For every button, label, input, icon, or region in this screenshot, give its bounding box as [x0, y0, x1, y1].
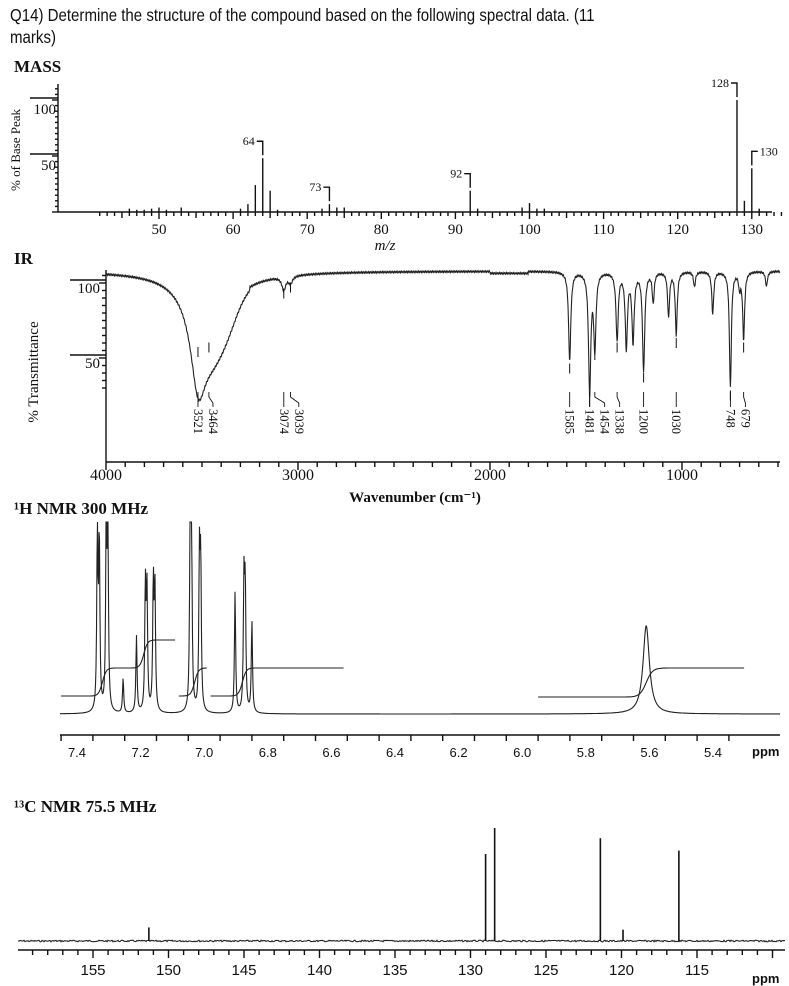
ir-peak-label: 3039: [292, 409, 306, 434]
ir-x-axis-label: Wavenumber (cm⁻¹): [349, 490, 481, 506]
ir-peak-label: 3074: [277, 409, 291, 435]
mass-x-tick-label: 60: [226, 222, 241, 238]
c-nmr-x-tick-label: 115: [685, 962, 709, 979]
mass-peak-label-leader: [256, 140, 264, 156]
mass-spectrum: 50 100 50 60 70 80 90 100 110 120 130 64 73 92 128 130: [30, 76, 783, 238]
mass-peak-label-leader: [323, 186, 331, 202]
mass-peak-label-leader: [464, 173, 471, 188]
h-nmr-x-tick-label: 6.4: [386, 745, 404, 760]
ir-peak-label: 679: [738, 409, 752, 428]
ir-y-tick-label: 50: [85, 356, 100, 372]
ir-peak-label: 1585: [563, 409, 577, 434]
ir-y-axis-label: % Transmittance: [26, 321, 42, 423]
c-nmr-x-axis-label: ppm: [752, 971, 779, 986]
ir-peak-label: 1338: [613, 409, 627, 434]
mass-x-tick-label: 70: [300, 222, 315, 238]
mass-x-tick-label: 50: [152, 222, 167, 238]
mass-peak-label: 130: [760, 144, 778, 158]
mass-x-tick-label: 100: [518, 222, 541, 238]
h-nmr-integral: [61, 639, 176, 697]
c-nmr-x-tick-label: 155: [80, 962, 105, 979]
h-nmr-x-tick-label: 7.0: [195, 745, 213, 760]
c-nmr-spectrum: 155 150 145 140 135 130 125 120 115: [17, 828, 786, 979]
h-nmr-integral: [178, 667, 207, 697]
mass-peak-label: 64: [243, 134, 255, 148]
ir-peak-label: 748: [723, 409, 737, 428]
ir-y-tick-label: 100: [78, 281, 101, 297]
ir-trace: [105, 269, 781, 403]
h-nmr-spectrum: 7.4 7.2 7.0 6.8 6.6 6.4 6.2 6.0 5.8 5.6 5.4: [60, 521, 780, 760]
ir-peak-label-leader: [594, 392, 606, 407]
mass-x-tick-label: 80: [374, 222, 389, 238]
mass-peak-label: 128: [711, 76, 729, 90]
h-nmr-integral: [538, 667, 745, 698]
h-nmr-integral: [210, 667, 344, 697]
mass-x-tick-label: 110: [593, 222, 615, 238]
h-nmr-x-tick-label: 5.4: [704, 745, 722, 760]
h-nmr-x-tick-label: 5.6: [640, 745, 658, 760]
mass-x-tick-label: 90: [448, 222, 463, 238]
h-nmr-x-tick-label: 7.2: [132, 745, 150, 760]
ir-spectrum: 50 100 4000 3000 2000 1000 3521 3464 3074 3039 158…: [70, 269, 781, 484]
ir-peak-label-leader: [743, 392, 746, 407]
h-nmr-x-tick-label: 6.8: [259, 745, 277, 760]
ir-peak-label: 3521: [191, 409, 205, 434]
mass-title: MASS: [14, 57, 61, 76]
h-nmr-x-tick-label: 6.6: [322, 745, 340, 760]
c-nmr-x-tick-label: 120: [609, 962, 634, 979]
ir-peak-label-leader: [208, 392, 214, 407]
c-nmr-x-tick-label: 125: [533, 962, 558, 979]
c-nmr-x-tick-label: 130: [458, 962, 483, 979]
h-nmr-x-tick-label: 5.8: [577, 745, 595, 760]
c-nmr-baseline: [17, 939, 786, 943]
mass-x-tick-label: 120: [666, 222, 689, 238]
mass-peak-label-leader: [730, 82, 738, 97]
ir-title: IR: [14, 249, 34, 268]
ir-x-tick-label: 4000: [90, 467, 122, 484]
c-nmr-x-tick-label: 135: [382, 962, 407, 979]
ir-peak-label: 3464: [206, 409, 220, 435]
h-nmr-title: ¹H NMR 300 MHz: [14, 499, 148, 518]
c-nmr-x-tick-label: 150: [156, 962, 181, 979]
mass-x-tick-label: 130: [741, 222, 764, 238]
mass-peak-label-leader: [751, 150, 758, 166]
ir-peak-label: 1481: [583, 409, 597, 434]
ir-x-tick-label: 1000: [666, 467, 698, 484]
ir-peak-label: 1454: [598, 409, 612, 435]
mass-x-axis-label: m/z: [375, 238, 396, 254]
c-nmr-x-tick-label: 145: [231, 962, 256, 979]
mass-y-tick-label: 50: [41, 158, 56, 174]
c-nmr-x-tick-label: 140: [307, 962, 332, 979]
ir-x-tick-label: 2000: [474, 467, 506, 484]
h-nmr-x-axis-label: ppm: [752, 744, 779, 759]
h-nmr-x-tick-label: 6.0: [513, 745, 531, 760]
question-line-1: Q14) Determine the structure of the comp…: [10, 5, 595, 25]
ir-peak-label: 1030: [669, 409, 683, 434]
mass-peak-label: 73: [309, 180, 321, 194]
c-nmr-title: ¹³C NMR 75.5 MHz: [14, 797, 157, 816]
h-nmr-x-tick-label: 6.2: [450, 745, 468, 760]
mass-peak-label: 92: [450, 167, 462, 181]
ir-peak-label: 1200: [637, 409, 651, 434]
ir-peak-label-leader: [616, 392, 621, 407]
question-line-2: marks): [10, 27, 56, 47]
ir-x-tick-label: 3000: [282, 467, 314, 484]
ir-peak-label-leader: [290, 392, 300, 407]
h-nmr-x-tick-label: 7.4: [68, 745, 86, 760]
h-nmr-trace: [60, 521, 780, 715]
mass-y-tick-label: 100: [34, 102, 57, 118]
mass-y-axis-label: % of Base Peak: [8, 109, 23, 191]
